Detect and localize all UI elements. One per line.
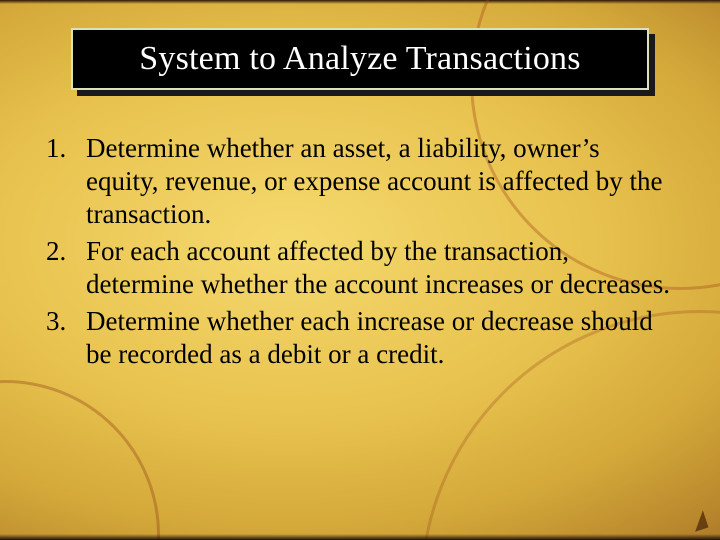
- slide-body: Determine whether an asset, a liability,…: [46, 132, 674, 375]
- list-item: For each account affected by the transac…: [46, 235, 674, 301]
- slide-title: System to Analyze Transactions: [139, 40, 580, 78]
- decor-ring-icon: [0, 380, 160, 540]
- step-list: Determine whether an asset, a liability,…: [46, 132, 674, 371]
- list-item: Determine whether each increase or decre…: [46, 305, 674, 371]
- title-box: System to Analyze Transactions: [71, 28, 649, 90]
- title-container: System to Analyze Transactions: [71, 28, 649, 90]
- corner-arrow-icon: [690, 510, 709, 531]
- decor-edge-top: [0, 0, 720, 4]
- step-text: Determine whether an asset, a liability,…: [86, 133, 663, 229]
- step-text: Determine whether each increase or decre…: [86, 306, 653, 369]
- decor-edge-bottom: [0, 534, 720, 540]
- slide: System to Analyze Transactions Determine…: [0, 0, 720, 540]
- list-item: Determine whether an asset, a liability,…: [46, 132, 674, 231]
- step-text: For each account affected by the transac…: [86, 236, 670, 299]
